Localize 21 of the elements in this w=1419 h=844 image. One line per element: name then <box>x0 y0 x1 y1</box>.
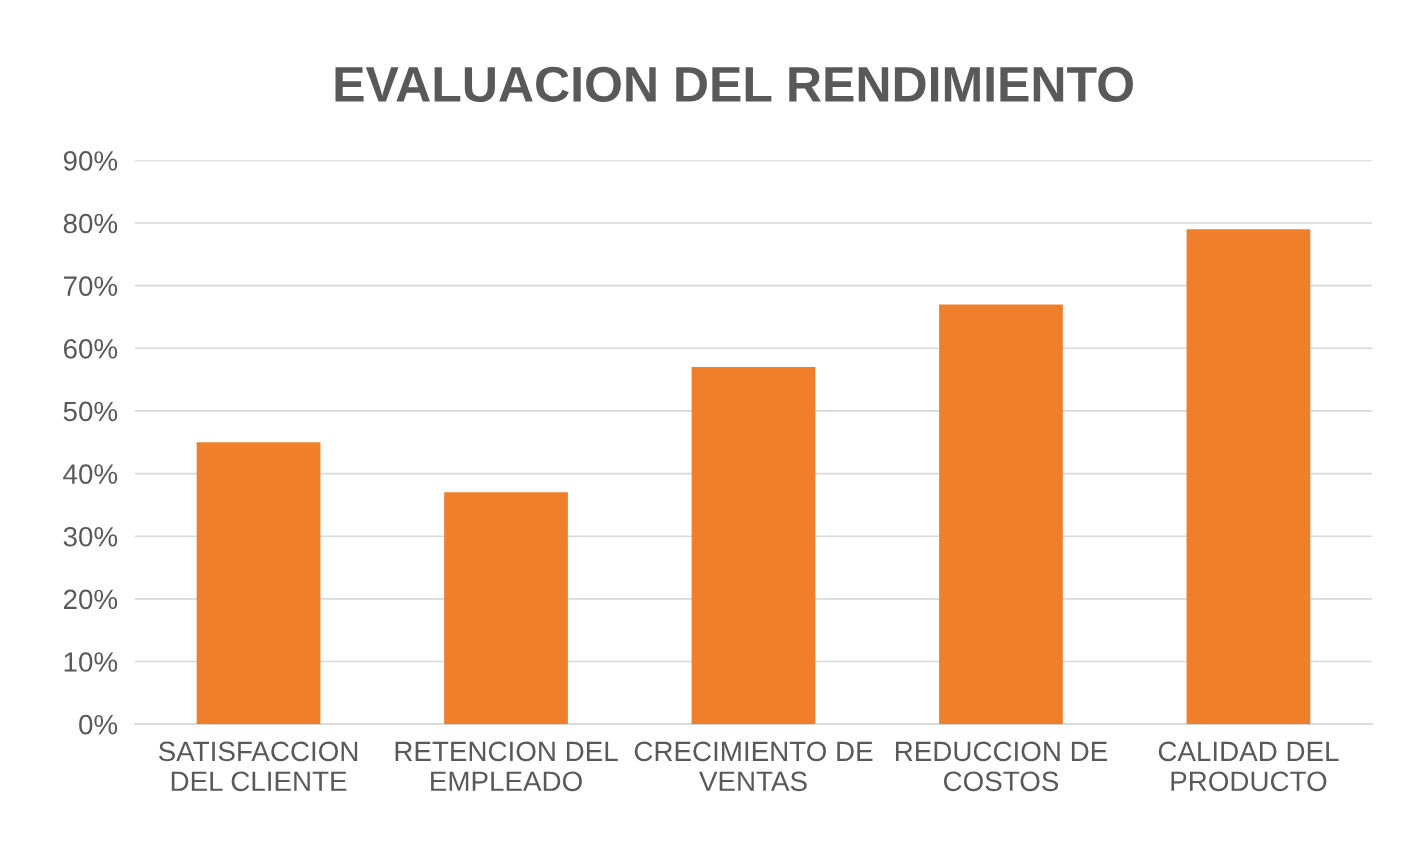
y-tick-label: 60% <box>63 338 118 359</box>
y-tick-label: 30% <box>63 526 118 547</box>
y-tick-label: 50% <box>63 401 118 422</box>
bar <box>1186 229 1311 725</box>
bar <box>691 367 816 725</box>
x-tick-label: SATISFACCION DEL CLIENTE <box>158 741 358 792</box>
y-tick-label: 0% <box>79 714 118 735</box>
x-tick-label: REDUCCION DE COSTOS <box>895 741 1108 792</box>
chart-title: EVALUACION DEL RENDIMIENTO <box>335 66 1133 103</box>
bar <box>939 304 1063 725</box>
x-tick-label: CRECIMIENTO DE VENTAS <box>634 741 873 792</box>
bar <box>444 492 568 725</box>
y-tick-label: 40% <box>63 464 118 484</box>
y-tick-label: 70% <box>63 276 118 296</box>
y-tick-label: 90% <box>63 151 118 171</box>
y-tick-label: 10% <box>64 652 118 672</box>
x-tick-label: CALIDAD DEL PRODUCTO <box>1158 741 1339 792</box>
y-tick-label: 80% <box>63 213 118 234</box>
bar <box>196 442 321 725</box>
y-tick-label: 20% <box>63 589 118 610</box>
x-tick-label: RETENCION DEL EMPLEADO <box>395 741 618 792</box>
